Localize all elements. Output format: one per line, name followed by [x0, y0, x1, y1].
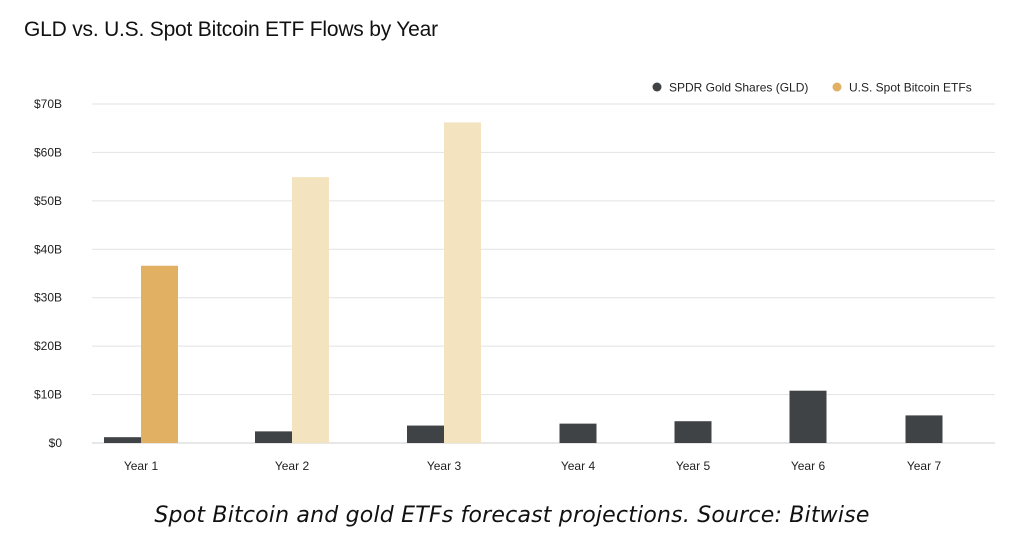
chart-title: GLD vs. U.S. Spot Bitcoin ETF Flows by Y…: [24, 18, 438, 41]
x-axis: Year 1 Year 2 Year 3 Year 4 Year 5 Year 6 Year…: [124, 459, 942, 473]
figure-caption: Spot Bitcoin and gold ETFs forecast proj…: [154, 503, 870, 528]
legend-label-bitcoin: U.S. Spot Bitcoin ETFs: [849, 81, 972, 95]
x-tick-label: Year 6: [791, 459, 826, 473]
y-axis: $0 $10B $20B $30B $40B $50B $60B $70B: [34, 97, 62, 450]
x-tick-label: Year 1: [124, 459, 159, 473]
y-tick-label: $10B: [34, 388, 62, 402]
x-tick-label: Year 4: [561, 459, 596, 473]
y-tick-label: $50B: [34, 194, 62, 208]
x-tick-label: Year 3: [427, 459, 462, 473]
x-tick-label: Year 7: [907, 459, 942, 473]
legend-swatch-bitcoin: [832, 82, 842, 92]
bar-gld: [104, 437, 141, 443]
bar-gld: [674, 421, 712, 443]
bar-chart: $0$10B$20B$30B$40B$50B$60B$70B Year 1 Yea…: [34, 81, 995, 473]
legend-swatch-gld: [652, 82, 662, 92]
x-tick-label: Year 5: [676, 459, 711, 473]
y-tick-label: $30B: [34, 291, 62, 305]
bar-gld: [407, 425, 444, 443]
bar-gld: [559, 423, 597, 443]
bar-gld: [789, 390, 827, 443]
y-tick-label: $0: [49, 436, 63, 450]
y-tick-label: $70B: [34, 97, 62, 111]
y-tick-label: $20B: [34, 339, 62, 353]
legend-label-gld: SPDR Gold Shares (GLD): [669, 81, 808, 95]
bar-bitcoin-etf: [292, 177, 329, 443]
bar-bitcoin-etf: [141, 265, 178, 443]
bar-bitcoin-etf: [444, 122, 481, 443]
bars: [104, 122, 943, 443]
x-tick-label: Year 2: [275, 459, 310, 473]
gridlines: [92, 103, 995, 444]
legend: SPDR Gold Shares (GLD) U.S. Spot Bitcoin …: [652, 81, 972, 95]
y-tick-label: $40B: [34, 242, 62, 256]
y-tick-label: $60B: [34, 145, 62, 159]
bar-gld: [905, 415, 943, 443]
bar-gld: [255, 431, 292, 443]
